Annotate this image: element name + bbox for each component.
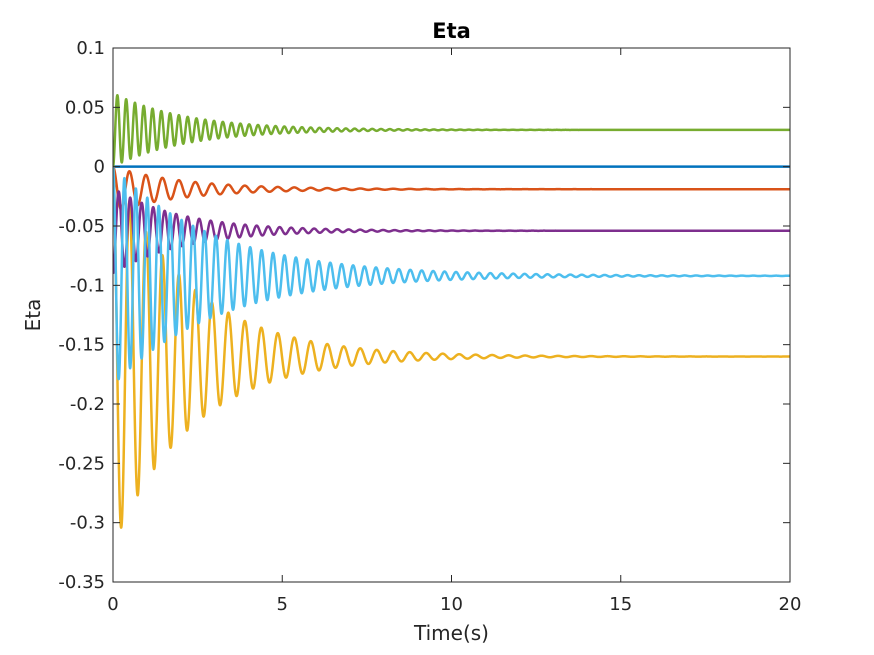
x-tick-label: 5: [277, 594, 288, 615]
x-tick-label: 10: [440, 594, 463, 615]
x-tick-label: 15: [609, 594, 632, 615]
x-tick-label: 0: [107, 594, 118, 615]
y-tick-label: -0.1: [70, 275, 105, 296]
y-tick-label: -0.05: [58, 216, 105, 237]
y-tick-label: -0.15: [58, 335, 105, 356]
y-axis-label: Eta: [21, 299, 45, 332]
y-tick-label: -0.35: [58, 572, 105, 593]
x-axis-label: Time(s): [413, 621, 489, 645]
y-tick-label: 0.05: [65, 97, 105, 118]
y-tick-label: 0: [94, 157, 105, 178]
y-tick-label: -0.2: [70, 394, 105, 415]
y-tick-label: -0.25: [58, 453, 105, 474]
y-tick-label: 0.1: [76, 38, 105, 59]
y-tick-label: -0.3: [70, 513, 105, 534]
chart-title: Eta: [432, 19, 471, 43]
x-tick-label: 20: [779, 594, 802, 615]
